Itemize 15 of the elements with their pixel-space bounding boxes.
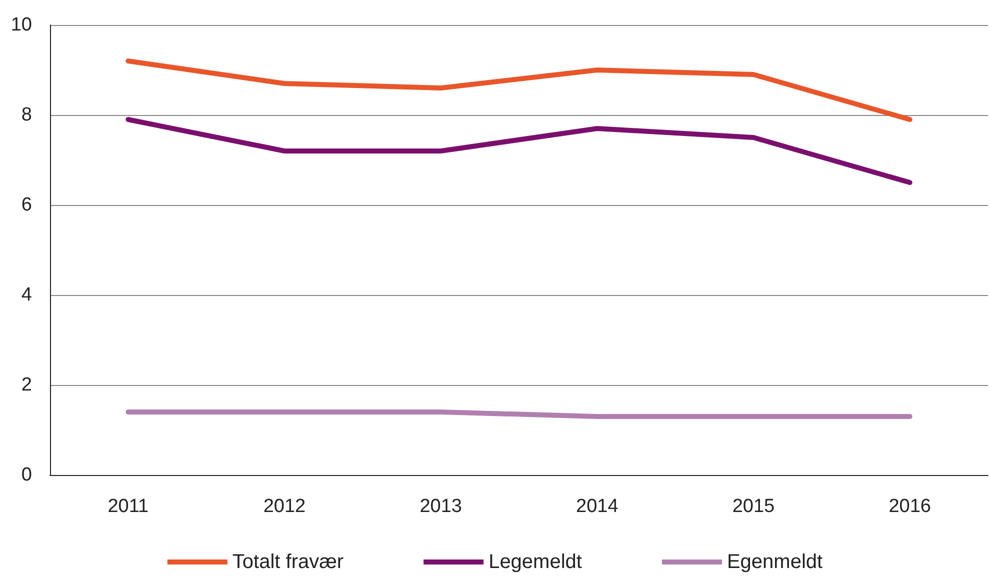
legend-label: Egenmeldt <box>726 551 824 573</box>
y-tick-label: 8 <box>21 104 32 126</box>
x-tick-label: 2013 <box>420 496 462 517</box>
y-tick-label: 6 <box>21 194 32 216</box>
y-tick-label: 2 <box>21 374 32 396</box>
y-tick-label: 4 <box>21 284 32 306</box>
x-tick-label: 2016 <box>888 496 931 517</box>
x-tick-label: 2011 <box>108 496 149 517</box>
x-tick-label: 2012 <box>263 496 306 517</box>
y-tick-label: 10 <box>10 14 32 36</box>
x-tick-label: 2015 <box>732 496 775 517</box>
y-tick-label: 0 <box>21 464 32 486</box>
x-tick-label: 2014 <box>576 496 619 517</box>
legend-label: Totalt fravær <box>232 551 344 573</box>
legend-label: Legemeldt <box>488 551 582 573</box>
